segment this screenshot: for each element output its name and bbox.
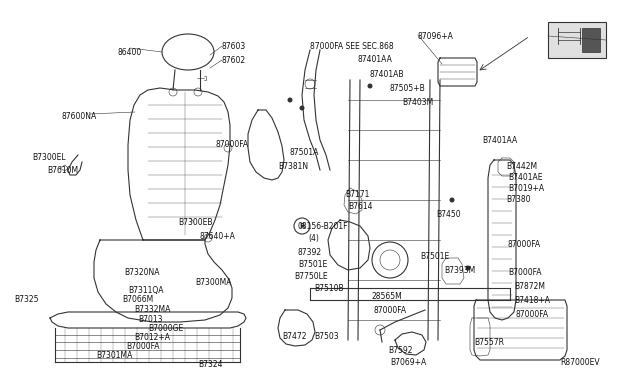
Text: B7320NA: B7320NA: [124, 268, 159, 277]
Text: B7301MA: B7301MA: [96, 351, 132, 360]
Text: 87392: 87392: [298, 248, 322, 257]
Text: B7019+A: B7019+A: [508, 184, 544, 193]
Text: B7472: B7472: [282, 332, 307, 341]
Text: B7380: B7380: [506, 195, 531, 204]
Text: R87000EV: R87000EV: [560, 358, 600, 367]
Text: B7325: B7325: [14, 295, 38, 304]
Text: B7300EB: B7300EB: [178, 218, 212, 227]
Text: B7750LE: B7750LE: [294, 272, 328, 281]
Text: B7013: B7013: [138, 315, 163, 324]
Text: B7069+A: B7069+A: [390, 358, 426, 367]
Text: B7503: B7503: [314, 332, 339, 341]
Text: B7510B: B7510B: [314, 284, 344, 293]
Circle shape: [449, 198, 454, 202]
Circle shape: [287, 97, 292, 103]
Text: B7171: B7171: [345, 190, 369, 199]
Text: 87501A: 87501A: [290, 148, 319, 157]
Text: B7450: B7450: [436, 210, 461, 219]
Text: B7592: B7592: [388, 346, 413, 355]
Text: 28565M: 28565M: [372, 292, 403, 301]
Circle shape: [300, 106, 305, 110]
Text: B7614: B7614: [348, 202, 372, 211]
Text: 08156-B201F: 08156-B201F: [298, 222, 349, 231]
Text: 87602: 87602: [222, 56, 246, 65]
Text: B7403M: B7403M: [402, 98, 433, 107]
Text: 87000FA: 87000FA: [508, 240, 541, 249]
Text: 87096+A: 87096+A: [418, 32, 454, 41]
Text: B7610M: B7610M: [47, 166, 78, 175]
Text: 87000FA: 87000FA: [215, 140, 248, 149]
Text: B7501E: B7501E: [298, 260, 327, 269]
Circle shape: [367, 83, 372, 89]
Text: B7311QA: B7311QA: [128, 286, 163, 295]
Text: 87505+B: 87505+B: [390, 84, 426, 93]
Text: B7418+A: B7418+A: [514, 296, 550, 305]
Text: B7332MA: B7332MA: [134, 305, 170, 314]
Text: B7300EL: B7300EL: [32, 153, 66, 162]
Text: B7000FA: B7000FA: [508, 268, 541, 277]
FancyBboxPatch shape: [582, 28, 600, 52]
Text: (4): (4): [308, 234, 319, 243]
Text: B7501E: B7501E: [420, 252, 449, 261]
Text: 87000FA: 87000FA: [374, 306, 407, 315]
Text: B7300MA: B7300MA: [195, 278, 232, 287]
Text: B7401AA: B7401AA: [482, 136, 517, 145]
Text: B7557R: B7557R: [474, 338, 504, 347]
Text: 86400: 86400: [118, 48, 142, 57]
Text: B7442M: B7442M: [506, 162, 537, 171]
Text: 87600NA: 87600NA: [62, 112, 97, 121]
Circle shape: [465, 266, 470, 270]
Text: B7872M: B7872M: [514, 282, 545, 291]
FancyBboxPatch shape: [548, 22, 606, 58]
Text: 87640+A: 87640+A: [200, 232, 236, 241]
Text: 87000FA SEE SEC.868: 87000FA SEE SEC.868: [310, 42, 394, 51]
Text: 87401AB: 87401AB: [370, 70, 404, 79]
Text: B7381N: B7381N: [278, 162, 308, 171]
Text: 87401AA: 87401AA: [358, 55, 393, 64]
Text: B7000GE: B7000GE: [148, 324, 183, 333]
Text: B7066M: B7066M: [122, 295, 153, 304]
Text: B7000FA: B7000FA: [126, 342, 159, 351]
Text: 87000FA: 87000FA: [516, 310, 549, 319]
Text: B7401AE: B7401AE: [508, 173, 543, 182]
Text: B7012+A: B7012+A: [134, 333, 170, 342]
Text: B7324: B7324: [198, 360, 223, 369]
Text: 87603: 87603: [222, 42, 246, 51]
Text: R: R: [300, 223, 305, 229]
Text: B7393M: B7393M: [444, 266, 476, 275]
